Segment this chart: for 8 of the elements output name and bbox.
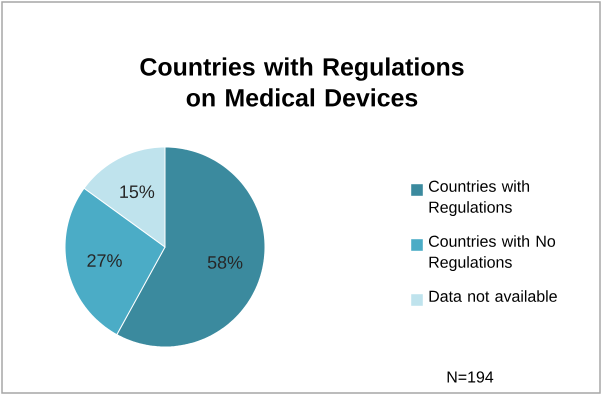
data-label: 15% xyxy=(120,185,154,198)
text: N=194 xyxy=(448,371,494,383)
legend-label: Countries with No Regulations xyxy=(429,235,556,271)
legend-label: Data not available xyxy=(430,290,557,302)
data-label: 27% xyxy=(87,254,122,267)
chart-title: Countries with Regulations on Medical Devices xyxy=(140,57,464,107)
legend-label: Countries with Regulations xyxy=(429,180,530,216)
data-label: 58% xyxy=(208,256,242,269)
